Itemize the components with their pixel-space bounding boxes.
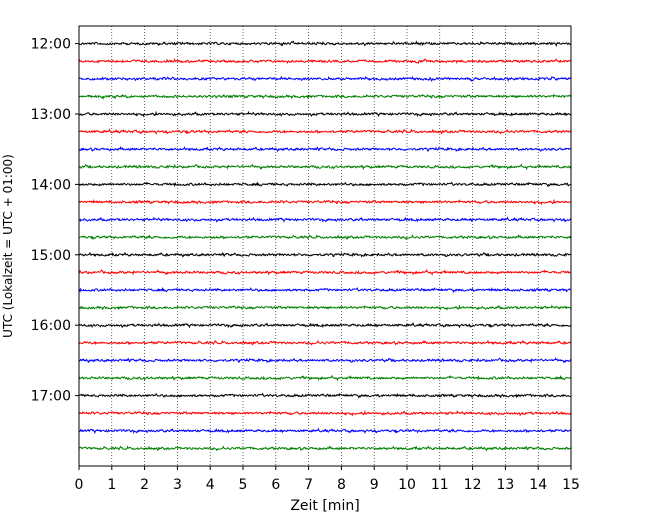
x-tick-label: 11 <box>431 477 449 493</box>
y-tick-label: 17:00 <box>31 389 71 405</box>
y-tick-label: 16:00 <box>31 318 71 334</box>
trace-1430 <box>78 216 572 223</box>
grid-lines <box>111 26 539 466</box>
x-tick-label: 4 <box>206 477 215 493</box>
trace-1330 <box>78 146 572 153</box>
y-axis-label: UTC (Lokalzeit = UTC + 01:00) <box>1 154 15 338</box>
x-tick-label: 6 <box>271 477 280 493</box>
trace-1700 <box>78 392 572 399</box>
trace-1645 <box>78 374 572 382</box>
x-tick-label: 8 <box>337 477 346 493</box>
x-tick-label: 9 <box>370 477 379 493</box>
trace-1600 <box>78 321 572 329</box>
trace-1230 <box>78 75 572 82</box>
trace-1315 <box>78 128 572 135</box>
y-tick-label: 14:00 <box>31 177 71 193</box>
x-tick-label: 14 <box>529 477 547 493</box>
trace-1530 <box>78 286 572 294</box>
trace-1200 <box>78 40 572 48</box>
trace-1515 <box>78 269 572 276</box>
x-tick-label: 0 <box>75 477 84 493</box>
x-axis-label: Zeit [min] <box>290 498 359 514</box>
trace-1400 <box>78 181 572 188</box>
y-tick-label: 13:00 <box>31 107 71 123</box>
y-tick-label: 15:00 <box>31 248 71 264</box>
trace-1630 <box>78 357 572 364</box>
trace-1715 <box>78 409 572 417</box>
x-tick-label: 15 <box>562 477 580 493</box>
x-axis: 0 1 2 3 4 5 6 7 8 9 10 11 12 13 14 15 <box>75 466 580 493</box>
trace-1545 <box>78 304 572 312</box>
x-tick-label: 1 <box>107 477 116 493</box>
trace-1745 <box>78 445 572 452</box>
trace-1730 <box>78 427 572 435</box>
trace-1345 <box>78 163 572 171</box>
x-tick-label: 12 <box>464 477 482 493</box>
y-tick-label: 12:00 <box>31 37 71 53</box>
trace-1300 <box>78 110 572 118</box>
trace-1215 <box>78 57 572 65</box>
y-axis: 12:00 13:00 14:00 15:00 16:00 17:00 <box>31 37 79 405</box>
trace-1500 <box>78 251 572 258</box>
trace-1245 <box>78 93 572 101</box>
x-tick-label: 10 <box>398 477 416 493</box>
x-tick-label: 2 <box>140 477 149 493</box>
x-tick-label: 13 <box>496 477 514 493</box>
x-tick-label: 5 <box>239 477 248 493</box>
trace-1615 <box>78 339 572 346</box>
trace-1415 <box>78 198 572 206</box>
plot-frame <box>78 25 572 467</box>
trace-1445 <box>78 234 572 241</box>
x-tick-label: 7 <box>304 477 313 493</box>
trace-group <box>78 40 572 452</box>
x-tick-label: 3 <box>173 477 182 493</box>
